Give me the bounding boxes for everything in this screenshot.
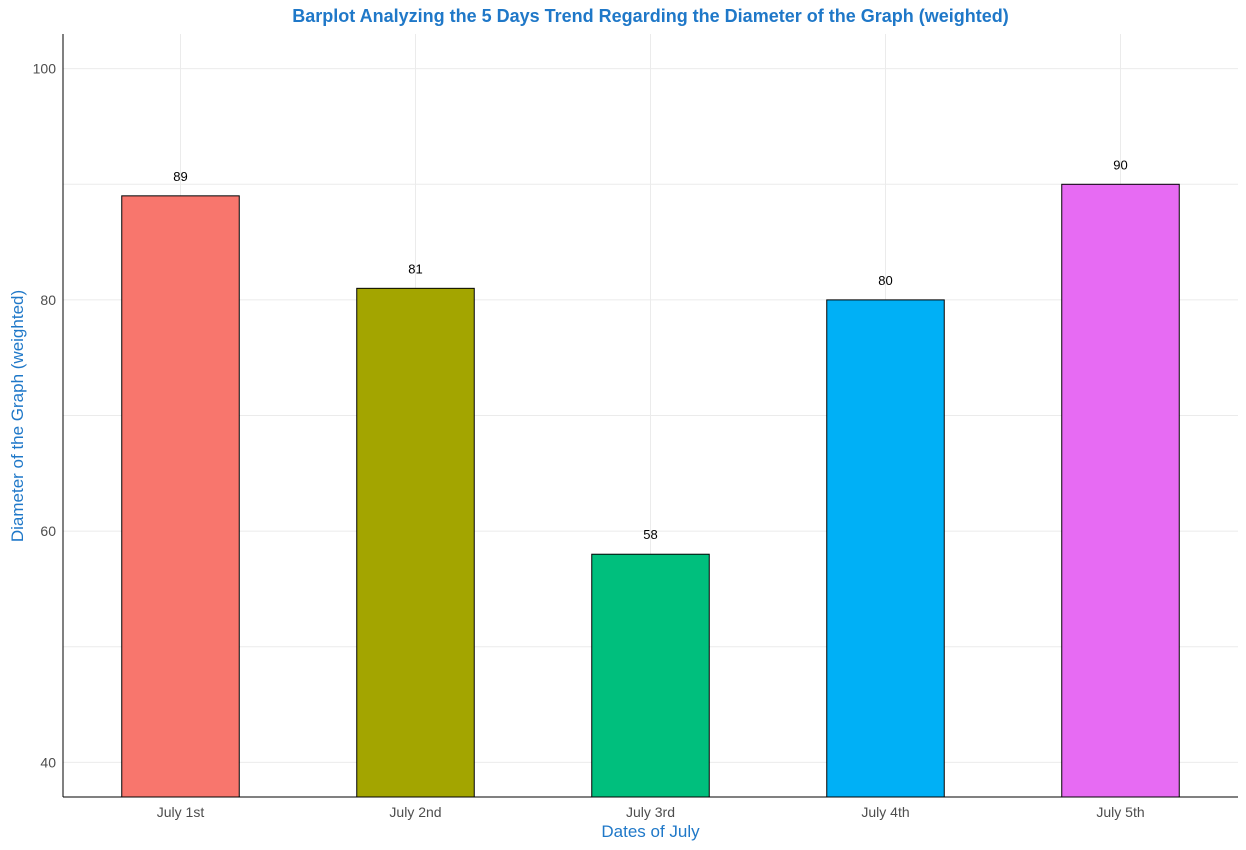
bar-value-label: 89 bbox=[173, 169, 187, 184]
labels: 89 81 58 80 90 40 60 80 100 July 1st July 2nd July … bbox=[33, 61, 1145, 820]
x-tick-label: July 1st bbox=[157, 804, 205, 820]
bar bbox=[121, 195, 240, 798]
axes bbox=[62, 34, 1238, 798]
bar bbox=[1061, 183, 1180, 798]
chart-title: Barplot Analyzing the 5 Days Trend Regar… bbox=[292, 6, 1009, 26]
y-tick-label: 60 bbox=[40, 523, 56, 539]
bar-value-label: 81 bbox=[408, 261, 422, 276]
x-tick-label: July 3rd bbox=[626, 804, 675, 820]
bar-value-label: 90 bbox=[1113, 157, 1127, 172]
bar bbox=[826, 299, 945, 798]
bars bbox=[121, 183, 1180, 798]
y-tick-label: 80 bbox=[40, 292, 56, 308]
bar-value-label: 58 bbox=[643, 527, 657, 542]
y-tick-label: 100 bbox=[33, 61, 57, 77]
x-tick-label: July 5th bbox=[1096, 804, 1144, 820]
y-tick-label: 40 bbox=[40, 754, 56, 770]
x-tick-label: July 4th bbox=[861, 804, 909, 820]
x-axis-label: Dates of July bbox=[601, 822, 700, 841]
bar bbox=[591, 553, 710, 798]
x-tick-label: July 2nd bbox=[389, 804, 441, 820]
bar bbox=[356, 287, 475, 798]
bar-value-label: 80 bbox=[878, 273, 892, 288]
